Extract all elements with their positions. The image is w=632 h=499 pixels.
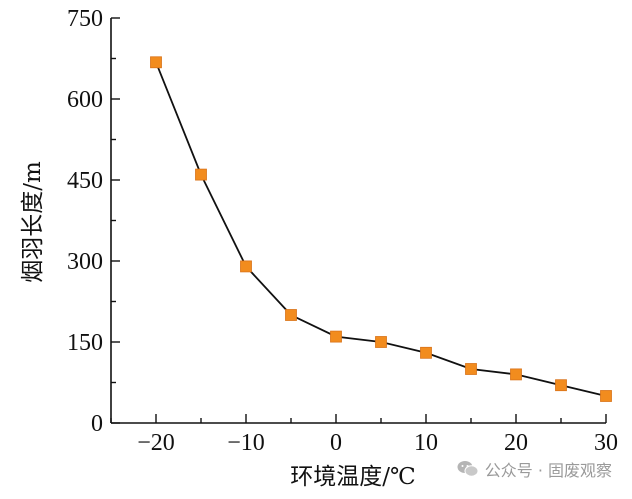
x-tick-label: 30 bbox=[594, 430, 618, 456]
axes bbox=[110, 18, 606, 424]
watermark: 公众号 · 固废观察 bbox=[457, 457, 612, 481]
x-tick-label: 0 bbox=[330, 430, 342, 456]
data-point-marker bbox=[150, 56, 162, 69]
y-tick-label: 150 bbox=[67, 330, 103, 356]
data-point-marker bbox=[555, 379, 567, 392]
x-tick-label: 10 bbox=[414, 430, 438, 456]
data-point-marker bbox=[195, 168, 207, 181]
watermark-text: 公众号 · 固废观察 bbox=[484, 461, 612, 480]
data-point-marker bbox=[510, 368, 522, 381]
data-point-marker bbox=[600, 390, 612, 402]
y-tick-label: 450 bbox=[67, 168, 103, 194]
data-point-marker bbox=[285, 309, 297, 321]
x-tick-label: 20 bbox=[504, 430, 528, 456]
x-tick-label: −20 bbox=[137, 430, 175, 456]
y-tick-label: 300 bbox=[67, 249, 103, 275]
x-tick-label: −10 bbox=[227, 430, 265, 456]
data-point-marker bbox=[465, 363, 477, 375]
y-tick-label: 750 bbox=[67, 6, 103, 32]
y-axis-title: 烟羽长度/m bbox=[20, 161, 46, 283]
y-tick-label: 0 bbox=[91, 411, 103, 437]
data-point-marker bbox=[375, 336, 387, 348]
data-point-marker bbox=[240, 260, 252, 273]
series bbox=[150, 56, 612, 402]
y-tick-label: 600 bbox=[67, 87, 103, 113]
wechat-icon bbox=[457, 461, 479, 477]
x-axis-title: 环境温度/℃ bbox=[290, 464, 415, 490]
data-point-marker bbox=[330, 330, 342, 343]
data-point-marker bbox=[420, 346, 432, 359]
